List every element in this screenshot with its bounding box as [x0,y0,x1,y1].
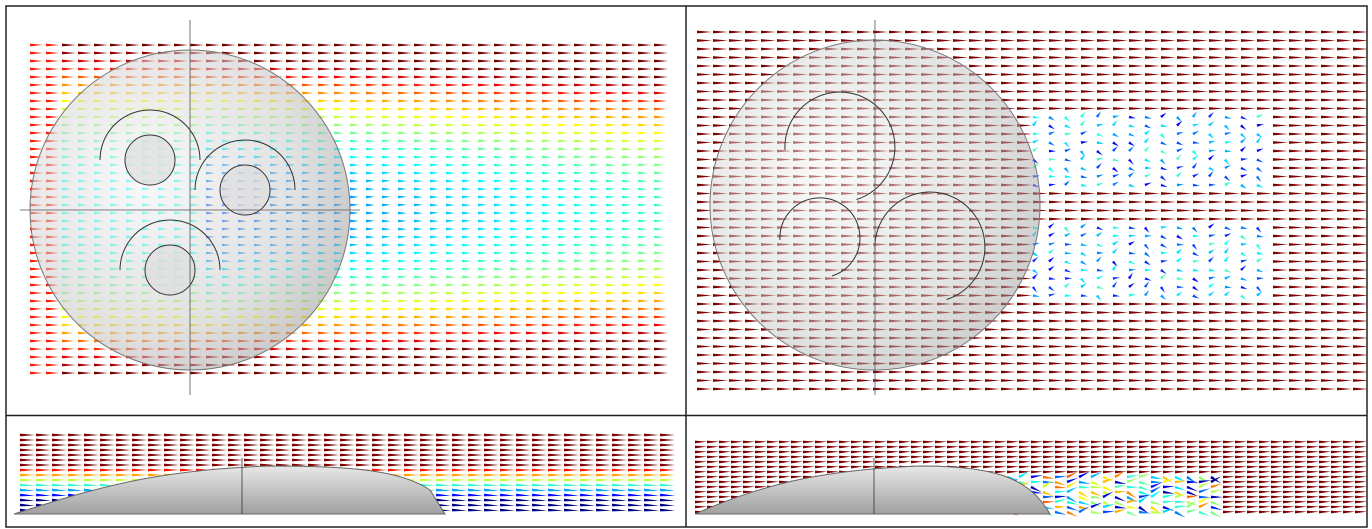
inner-chamber [125,135,175,185]
figure [0,0,1372,529]
inner-chamber [220,165,270,215]
inner-chamber [145,245,195,295]
